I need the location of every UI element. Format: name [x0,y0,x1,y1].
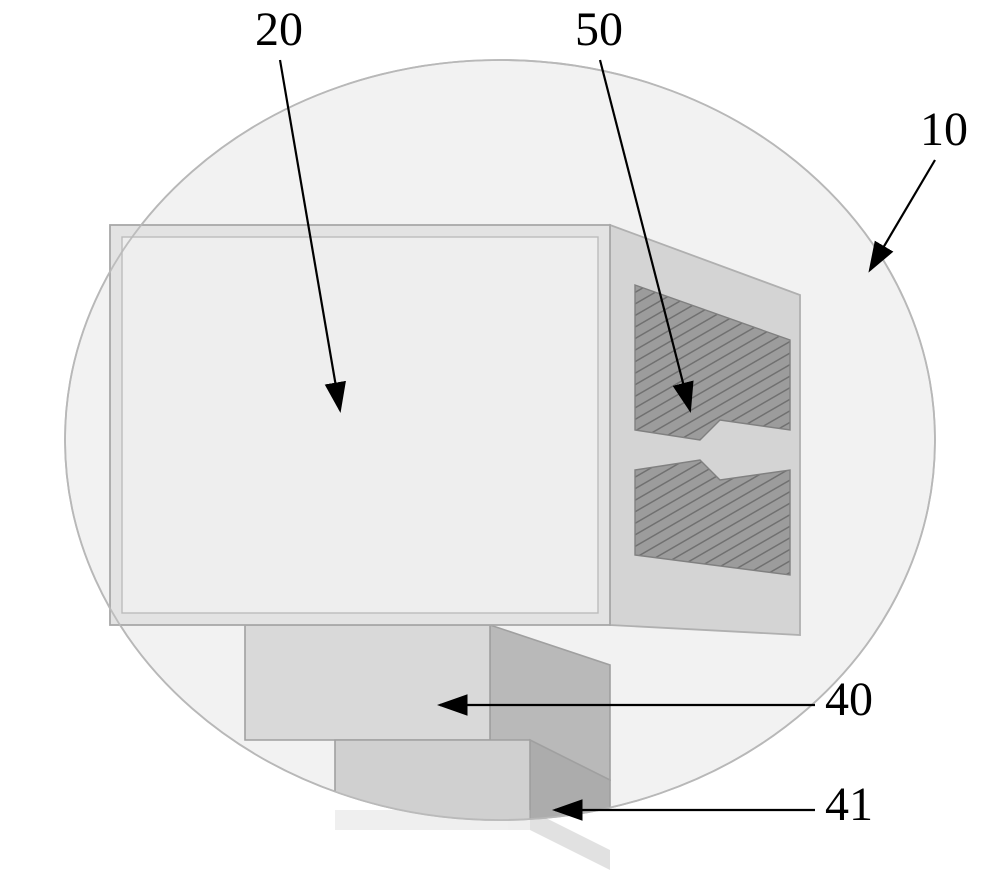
label-50: 50 [575,3,623,56]
label-20: 20 [255,3,303,56]
part-50-grille-lower [635,460,790,575]
label-40: 40 [825,673,873,726]
part-20-box-front-inner [122,237,598,613]
leader-10 [870,160,935,270]
part-40-base-front [245,625,490,740]
label-10: 10 [920,103,968,156]
label-41: 41 [825,778,873,831]
